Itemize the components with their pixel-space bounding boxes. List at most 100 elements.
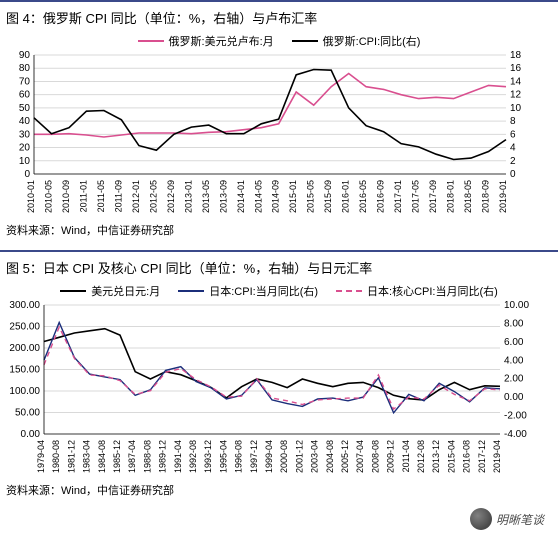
legend-label: 俄罗斯:CPI:同比(右) xyxy=(323,33,421,49)
svg-text:2017-09: 2017-09 xyxy=(428,180,438,213)
legend-label: 俄罗斯:美元兑卢布:月 xyxy=(169,33,274,49)
svg-text:1981-12: 1981-12 xyxy=(66,440,76,473)
svg-text:2: 2 xyxy=(510,156,516,167)
svg-text:2018-01: 2018-01 xyxy=(446,180,456,213)
svg-text:40: 40 xyxy=(19,116,31,127)
svg-text:2019-01: 2019-01 xyxy=(498,180,508,213)
panel2-title: 图 5：日本 CPI 及核心 CPI 同比（单位：%，右轴）与日元汇率 xyxy=(0,252,558,279)
svg-text:2003-04: 2003-04 xyxy=(310,440,320,473)
svg-text:10: 10 xyxy=(19,156,31,167)
svg-text:1985-12: 1985-12 xyxy=(112,440,122,473)
panel1-title: 图 4：俄罗斯 CPI 同比（单位：%，右轴）与卢布汇率 xyxy=(0,2,558,29)
svg-text:2013-05: 2013-05 xyxy=(201,180,211,213)
svg-text:2015-01: 2015-01 xyxy=(288,180,298,213)
svg-text:2005-12: 2005-12 xyxy=(340,440,350,473)
svg-text:30: 30 xyxy=(19,129,31,140)
legend-item: 俄罗斯:美元兑卢布:月 xyxy=(138,33,274,49)
svg-text:50: 50 xyxy=(19,103,31,114)
svg-text:12: 12 xyxy=(510,90,522,101)
panel1-source: 资料来源：Wind，中信证券研究部 xyxy=(0,216,558,246)
svg-text:4.00: 4.00 xyxy=(504,355,524,366)
svg-text:1996-08: 1996-08 xyxy=(234,440,244,473)
svg-text:60: 60 xyxy=(19,90,31,101)
svg-text:18: 18 xyxy=(510,51,522,61)
svg-text:90: 90 xyxy=(19,51,31,61)
svg-text:2012-08: 2012-08 xyxy=(416,440,426,473)
svg-text:10: 10 xyxy=(510,103,522,114)
svg-text:1992-08: 1992-08 xyxy=(188,440,198,473)
svg-text:1984-08: 1984-08 xyxy=(97,440,107,473)
panel2-chart: 0.0050.00100.00150.00200.00250.00300.00-… xyxy=(0,301,558,476)
svg-text:1987-04: 1987-04 xyxy=(127,440,137,473)
svg-text:2013-09: 2013-09 xyxy=(218,180,228,213)
svg-text:2001-12: 2001-12 xyxy=(294,440,304,473)
svg-text:2010-01: 2010-01 xyxy=(26,180,36,213)
svg-text:2018-09: 2018-09 xyxy=(481,180,491,213)
chart-panel-russia: 图 4：俄罗斯 CPI 同比（单位：%，右轴）与卢布汇率 俄罗斯:美元兑卢布:月… xyxy=(0,0,558,246)
watermark: 明晰笔谈 xyxy=(470,508,544,530)
legend-swatch xyxy=(336,290,362,292)
svg-text:2011-01: 2011-01 xyxy=(78,180,88,212)
svg-text:4: 4 xyxy=(510,143,516,154)
svg-text:2010-09: 2010-09 xyxy=(61,180,71,213)
svg-text:0.00: 0.00 xyxy=(504,392,524,403)
svg-text:2019-04: 2019-04 xyxy=(492,440,502,473)
legend-item: 美元兑日元:月 xyxy=(60,283,160,299)
panel2-svg: 0.0050.00100.00150.00200.00250.00300.00-… xyxy=(0,301,540,476)
panel1-legend: 俄罗斯:美元兑卢布:月 俄罗斯:CPI:同比(右) xyxy=(0,29,558,51)
panel2-source: 资料来源：Wind，中信证券研究部 xyxy=(0,476,558,506)
svg-text:2018-05: 2018-05 xyxy=(463,180,473,213)
watermark-icon xyxy=(470,508,492,530)
svg-text:1983-04: 1983-04 xyxy=(82,440,92,473)
svg-text:-4.00: -4.00 xyxy=(504,429,527,440)
svg-text:1999-04: 1999-04 xyxy=(264,440,274,473)
svg-text:150.00: 150.00 xyxy=(9,365,40,376)
svg-text:2016-05: 2016-05 xyxy=(358,180,368,213)
svg-text:1991-04: 1991-04 xyxy=(173,440,183,473)
svg-text:2017-12: 2017-12 xyxy=(477,440,487,473)
svg-text:14: 14 xyxy=(510,76,522,87)
legend-label: 日本:核心CPI:当月同比(右) xyxy=(367,283,498,299)
svg-text:1993-12: 1993-12 xyxy=(203,440,213,473)
panel1-chart: 01020304050607080900246810121416182010-0… xyxy=(0,51,558,216)
chart-panel-japan: 图 5：日本 CPI 及核心 CPI 同比（单位：%，右轴）与日元汇率 美元兑日… xyxy=(0,250,558,506)
svg-text:200.00: 200.00 xyxy=(9,343,40,354)
svg-text:2007-04: 2007-04 xyxy=(355,440,365,473)
svg-text:8: 8 xyxy=(510,116,516,127)
watermark-text: 明晰笔谈 xyxy=(496,511,544,528)
svg-text:2012-01: 2012-01 xyxy=(131,180,141,213)
legend-item: 日本:CPI:当月同比(右) xyxy=(178,283,318,299)
svg-text:100.00: 100.00 xyxy=(9,386,40,397)
legend-item: 日本:核心CPI:当月同比(右) xyxy=(336,283,498,299)
svg-text:2010-05: 2010-05 xyxy=(43,180,53,213)
svg-text:8.00: 8.00 xyxy=(504,318,524,329)
panel2-legend: 美元兑日元:月 日本:CPI:当月同比(右) 日本:核心CPI:当月同比(右) xyxy=(0,279,558,301)
svg-text:2016-01: 2016-01 xyxy=(341,180,351,213)
svg-text:2011-04: 2011-04 xyxy=(401,440,411,472)
svg-text:2017-01: 2017-01 xyxy=(393,180,403,213)
svg-text:1980-08: 1980-08 xyxy=(51,440,61,473)
svg-text:2014-09: 2014-09 xyxy=(271,180,281,213)
svg-text:2000-08: 2000-08 xyxy=(279,440,289,473)
svg-text:0: 0 xyxy=(24,169,30,180)
svg-text:2012-05: 2012-05 xyxy=(148,180,158,213)
legend-swatch xyxy=(178,290,204,292)
svg-text:2012-09: 2012-09 xyxy=(166,180,176,213)
svg-text:6.00: 6.00 xyxy=(504,337,524,348)
svg-text:1995-04: 1995-04 xyxy=(218,440,228,473)
svg-text:16: 16 xyxy=(510,63,522,74)
legend-item: 俄罗斯:CPI:同比(右) xyxy=(292,33,421,49)
svg-text:70: 70 xyxy=(19,76,31,87)
svg-text:80: 80 xyxy=(19,63,31,74)
svg-text:50.00: 50.00 xyxy=(15,408,40,419)
svg-text:2016-09: 2016-09 xyxy=(376,180,386,213)
svg-text:2.00: 2.00 xyxy=(504,374,524,385)
svg-text:2009-12: 2009-12 xyxy=(386,440,396,473)
svg-text:2011-05: 2011-05 xyxy=(96,180,106,212)
svg-text:20: 20 xyxy=(19,143,31,154)
svg-text:-2.00: -2.00 xyxy=(504,411,527,422)
legend-label: 美元兑日元:月 xyxy=(91,283,160,299)
legend-swatch xyxy=(60,290,86,292)
svg-text:1989-12: 1989-12 xyxy=(158,440,168,473)
svg-text:2008-08: 2008-08 xyxy=(370,440,380,473)
